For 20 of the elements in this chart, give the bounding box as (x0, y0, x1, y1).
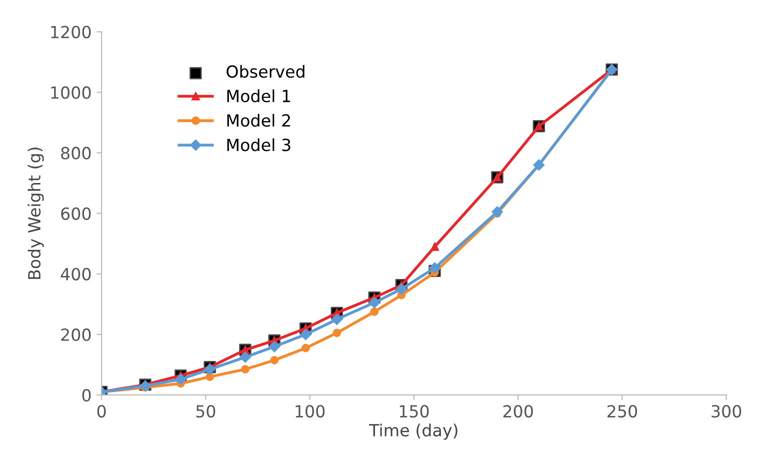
legend-label: Model 3 (227, 138, 290, 152)
x-tick-label: 300 (712, 404, 742, 418)
y-axis-title: Body Weight (g) (28, 148, 44, 279)
legend-label: Model 2 (227, 114, 290, 127)
y-tick-label: 0 (82, 388, 91, 402)
x-axis-title: Time (day) (369, 424, 458, 440)
y-tick-label: 1000 (51, 86, 91, 99)
x-tick-label: 100 (296, 404, 325, 418)
y-tick-label: 600 (61, 207, 91, 220)
y-tick-label: 400 (60, 268, 91, 280)
x-tick-label: 250 (608, 404, 637, 418)
y-tick-label: 1200 (51, 26, 91, 38)
legend-label: Observed (226, 64, 304, 78)
legend-label: Model 1 (227, 89, 290, 102)
y-tick-label: 800 (61, 146, 91, 160)
x-tick-label: 50 (196, 404, 216, 418)
x-tick-label: 150 (400, 404, 429, 418)
y-tick-label: 200 (61, 328, 91, 342)
x-tick-label: 0 (97, 404, 106, 418)
x-tick-label: 200 (503, 404, 533, 418)
